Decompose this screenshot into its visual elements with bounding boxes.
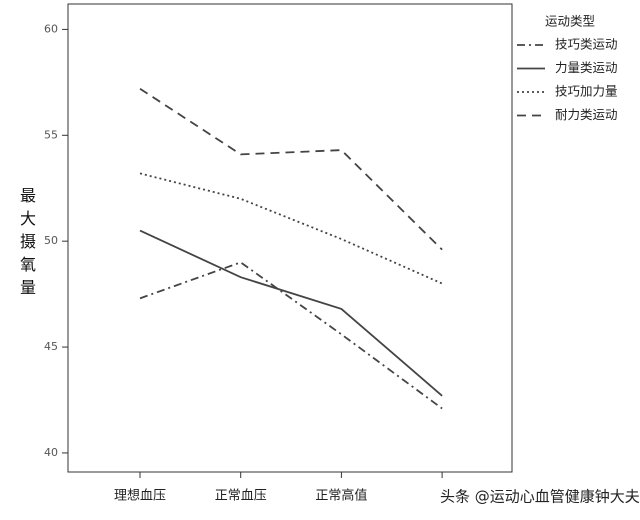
legend-label: 技巧类运动 — [555, 37, 618, 52]
legend-label: 耐力类运动 — [555, 107, 618, 122]
legend-label: 技巧加力量 — [555, 84, 618, 99]
y-tick-label: 50 — [44, 234, 58, 247]
y-tick-label: 40 — [44, 446, 58, 459]
x-tick-label: 理想血压 — [114, 488, 166, 504]
y-tick-label: 45 — [44, 340, 58, 353]
y-tick-label: 55 — [44, 128, 58, 141]
legend-title: 运动类型 — [545, 14, 595, 29]
watermark: 头条 @运动心血管健康钟大夫 — [440, 488, 640, 506]
series-line — [139, 229, 443, 397]
legend-label: 力量类运动 — [555, 60, 618, 75]
y-tick-label: 60 — [44, 22, 58, 35]
plot-frame — [67, 3, 513, 473]
series-line — [139, 87, 443, 251]
x-tick-label: 正常高值 — [315, 488, 367, 504]
y-axis-label: 最大摄氧量 — [20, 186, 36, 297]
x-tick-label: 正常血压 — [215, 489, 267, 504]
series-line — [139, 172, 443, 285]
series-line — [139, 261, 443, 410]
